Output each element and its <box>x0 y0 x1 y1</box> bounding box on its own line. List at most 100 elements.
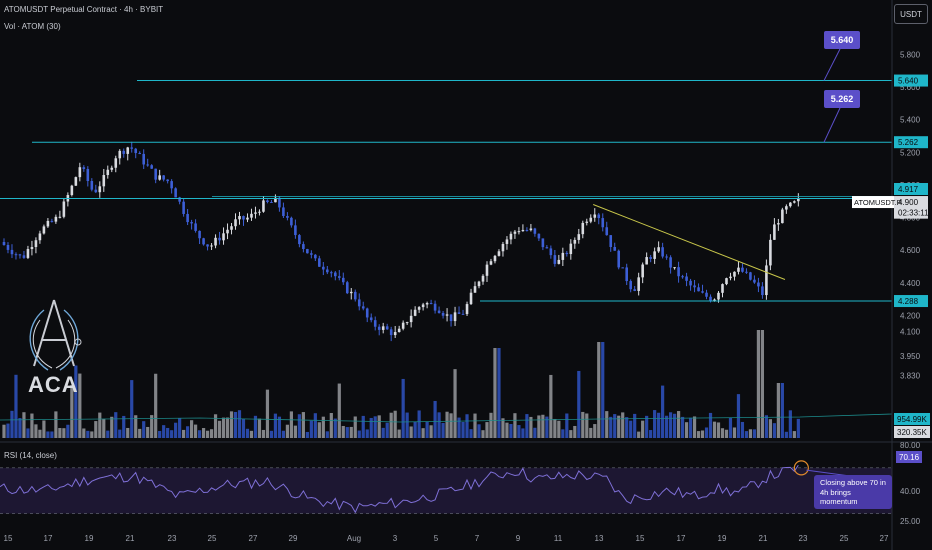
candle-body <box>737 267 740 272</box>
volume-bar <box>170 430 174 438</box>
time-tick-label: 25 <box>208 534 217 543</box>
volume-bar <box>433 400 437 438</box>
candle-body <box>222 233 225 241</box>
candle-body <box>445 314 449 316</box>
candle-body <box>154 168 157 180</box>
candle-body <box>337 276 341 278</box>
time-tick-label: 29 <box>289 534 298 543</box>
volume-bar <box>457 417 461 438</box>
callout-connector <box>823 107 841 143</box>
candle-body <box>733 271 736 277</box>
candle-body <box>306 249 309 254</box>
time-tick-label: 11 <box>554 534 563 543</box>
price-tick-label: 4.200 <box>900 311 921 320</box>
candle-body <box>134 148 138 154</box>
candle-body <box>521 229 525 232</box>
price-tick-label: 4.100 <box>900 328 921 337</box>
price-label-box <box>894 196 928 209</box>
volume-bar <box>377 415 381 438</box>
volume-bar <box>537 415 541 438</box>
candle-body <box>294 225 297 236</box>
candle-body <box>138 153 142 155</box>
candle-body <box>142 153 146 165</box>
rsi-tick-label: 40.00 <box>900 487 921 496</box>
price-tick-label: 5.200 <box>900 148 921 157</box>
candle-body <box>190 222 193 224</box>
candle-body <box>717 292 720 300</box>
volume-bar <box>341 425 345 438</box>
volume-bar <box>557 420 561 438</box>
volume-bar <box>325 431 329 438</box>
candle-body <box>270 202 273 204</box>
volume-bar <box>764 415 769 438</box>
candle-body <box>533 228 537 234</box>
volume-bar <box>174 422 178 438</box>
volume-bar <box>162 425 166 438</box>
volume-label-text: 320.35K <box>897 428 927 437</box>
candle-body <box>206 244 209 247</box>
candle-body <box>613 246 617 251</box>
candle-body <box>569 243 573 255</box>
candle-body <box>537 233 541 239</box>
volume-bar <box>90 431 94 438</box>
candle-body <box>110 167 114 170</box>
volume-bar <box>329 413 333 438</box>
time-tick-label: 15 <box>4 534 13 543</box>
price-tick-label: 5.800 <box>900 50 921 59</box>
price-tick-label: 3.830 <box>900 372 921 381</box>
candle-body <box>230 226 233 230</box>
volume-label: Vol · ATOM (30) <box>4 22 61 31</box>
volume-bar <box>521 428 525 438</box>
callout-connector <box>823 48 841 81</box>
candle-body <box>501 243 505 252</box>
candle-body <box>745 271 748 273</box>
price-label-box <box>894 183 928 195</box>
candle-body <box>657 247 660 252</box>
volume-bar <box>796 418 800 438</box>
volume-bar <box>253 415 258 438</box>
candle-body <box>377 326 381 330</box>
price-tick-label: 5.400 <box>900 116 921 125</box>
candle-body <box>341 277 345 283</box>
volume-bar <box>497 348 501 438</box>
candle-body <box>421 304 425 308</box>
candle-body <box>617 250 621 268</box>
candle-body <box>497 251 501 256</box>
time-tick-label: 19 <box>718 534 727 543</box>
currency-button[interactable]: USDT <box>894 4 928 24</box>
symbol-badge-text: ATOMUSDT.P <box>854 198 902 207</box>
candle-body <box>310 253 313 255</box>
price-label-text: 4.288 <box>898 297 919 306</box>
candle-body <box>601 218 605 228</box>
candle-body <box>178 197 181 202</box>
volume-bar <box>676 411 681 438</box>
volume-bar <box>22 412 26 438</box>
price-tick-label: 4.600 <box>900 246 921 255</box>
volume-bar <box>357 430 361 438</box>
volume-bar <box>285 424 290 438</box>
volume-bar <box>134 415 138 438</box>
candle-body <box>621 267 625 269</box>
volume-bar <box>106 430 110 438</box>
price-label-text: 5.262 <box>898 138 919 147</box>
time-tick-label: 5 <box>434 534 439 543</box>
volume-bar <box>2 424 6 438</box>
candle-body <box>393 332 397 336</box>
candle-body <box>769 239 772 266</box>
candle-body <box>86 168 90 182</box>
volume-bar <box>732 427 737 438</box>
volume-bar <box>405 412 409 438</box>
volume-bar <box>14 374 18 438</box>
volume-bar <box>473 413 477 438</box>
volume-bar <box>529 416 533 438</box>
candle-body <box>749 272 752 280</box>
logo-text: ACA <box>28 372 79 397</box>
volume-bar <box>201 428 206 438</box>
volume-bar <box>669 412 673 438</box>
volume-bar <box>373 416 377 438</box>
time-tick-label: 21 <box>759 534 768 543</box>
candle-body <box>373 320 377 327</box>
volume-bar <box>102 418 106 438</box>
candle-body <box>114 158 118 168</box>
